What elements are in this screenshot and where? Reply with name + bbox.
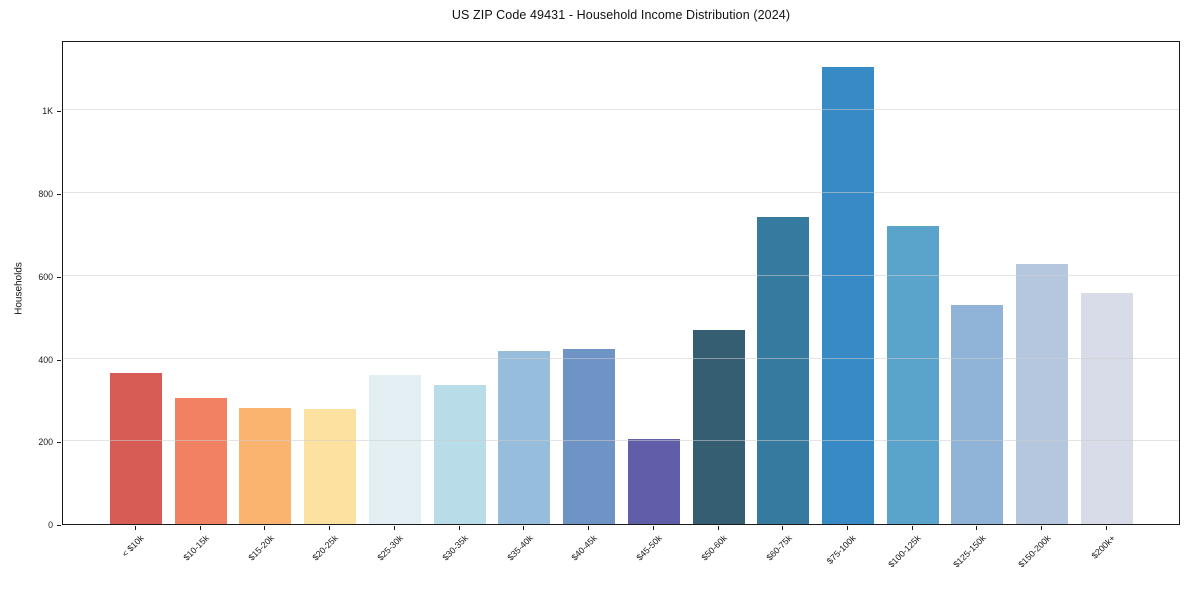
x-tick-mark [588,526,590,530]
gridline-y-400 [63,357,1179,359]
bar-100-125k [886,226,939,524]
y-tick-mark [57,525,61,526]
x-tick-mark [264,526,266,530]
gridline-y-200 [63,440,1179,442]
y-tick-mark [57,359,61,361]
x-tick-mark [847,526,849,530]
x-tick-label: $40-45k [569,533,600,563]
y-tick-mark [57,194,61,196]
bar-60-75k [757,217,810,524]
x-tick-label: $150-200k [1015,533,1053,570]
bar-125-150k [951,305,1004,524]
y-tick-label: 1K [42,106,53,117]
bar-10-15k [174,398,227,524]
gridline-y-600 [63,274,1179,276]
x-tick-label: $20-25k [310,533,341,563]
bar-150-200k [1016,263,1069,524]
bar-35-40k [498,350,551,524]
gridline-y-800 [63,192,1179,194]
x-tick-label: $50-60k [699,533,729,563]
x-tick-label: $60-75k [763,533,794,563]
x-tick-label: $10-15k [181,533,211,563]
x-tick-mark [976,526,978,530]
bar-200k [1080,292,1133,524]
x-tick-label: $25-30k [375,533,405,563]
x-tick-mark [1105,526,1107,530]
y-tick-mark [57,442,61,444]
bar-20-25k [304,409,357,524]
plot-area [62,41,1180,525]
x-tick-label: $75-100k [825,533,859,567]
y-tick-label: 400 [38,354,53,365]
bar-50-60k [692,329,745,524]
bar-25-30k [368,374,421,524]
y-tick-label: 0 [48,520,53,530]
x-tick-mark [458,526,460,530]
x-tick-label: $30-35k [440,533,470,563]
y-tick-mark [57,276,61,278]
y-tick-label: 600 [38,271,53,282]
y-axis-label: Households [13,262,25,315]
bar-30-35k [433,385,486,524]
x-tick-mark [329,526,331,530]
x-tick-label: $125-150k [951,533,988,570]
x-tick-label: $15-20k [245,533,276,563]
gridline-y-1000 [63,109,1179,111]
x-tick-label: $45-50k [634,533,664,563]
bar-45-50k [627,439,680,524]
x-tick-mark [199,526,201,530]
x-tick-mark [717,526,719,530]
bar-15-20k [239,407,292,524]
x-tick-mark [1041,526,1043,530]
x-tick-label: $35-40k [504,533,535,563]
y-tick-label: 800 [38,189,53,200]
x-tick-mark [523,526,525,530]
x-tick-mark [135,526,136,530]
x-tick-label: $200k+ [1089,533,1118,561]
bar-10k [110,373,162,524]
y-tick-label: 200 [38,437,53,448]
bar-75-100k [822,66,875,524]
y-tick-mark [57,111,61,113]
x-tick-mark [393,526,395,530]
x-tick-mark [911,526,913,530]
x-tick-mark [652,526,654,530]
x-tick-label: $100-125k [886,533,923,570]
chart-title: US ZIP Code 49431 - Household Income Dis… [451,8,791,22]
x-tick-label: < $10k [120,533,147,559]
bar-40-45k [563,348,616,524]
x-tick-mark [782,526,784,530]
